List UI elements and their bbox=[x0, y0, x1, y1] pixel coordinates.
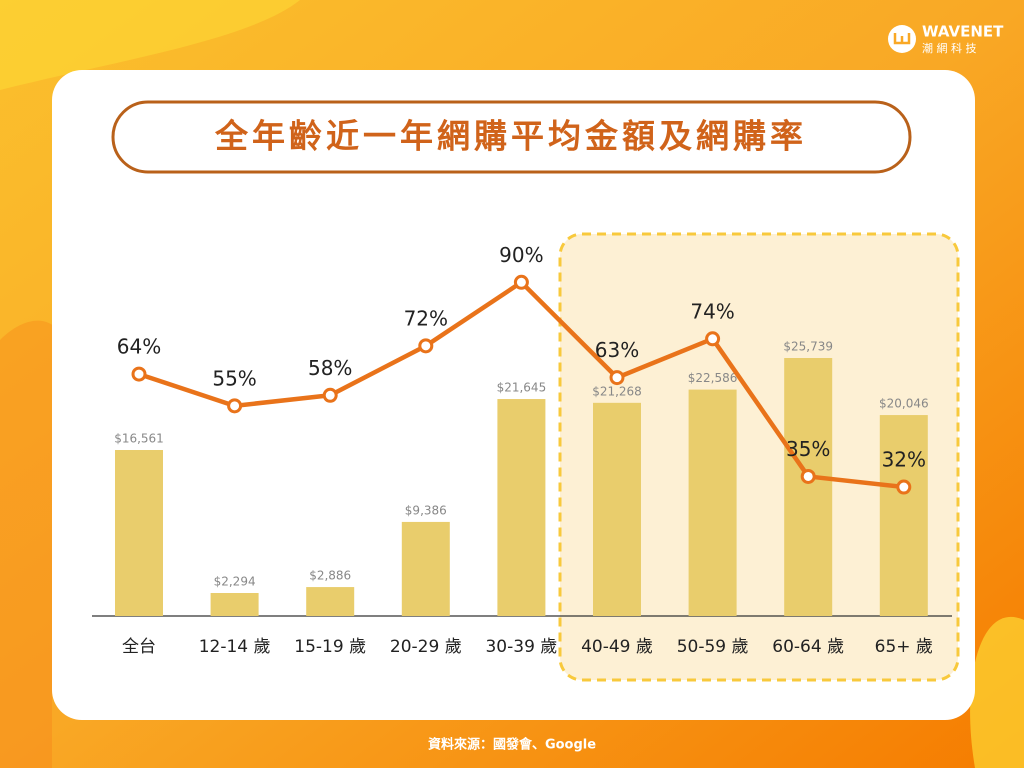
line-point bbox=[131, 366, 147, 382]
x-tick-label: 20-29 歲 bbox=[390, 637, 462, 657]
bar-value-label: $21,645 bbox=[497, 381, 547, 395]
x-tick-label: 15-19 歲 bbox=[294, 637, 366, 657]
logo: WAVENET 潮 網 科 技 bbox=[888, 23, 1004, 55]
x-tick-label: 65+ 歲 bbox=[875, 637, 933, 657]
line-value-label: 32% bbox=[882, 448, 926, 472]
bar bbox=[401, 521, 450, 616]
bar-value-label: $9,386 bbox=[405, 503, 447, 517]
line-point bbox=[227, 398, 243, 414]
source: 資料來源：國發會、Google bbox=[428, 737, 596, 753]
brand-subtitle: 潮 網 科 技 bbox=[922, 41, 977, 55]
line-point bbox=[800, 468, 816, 484]
x-tick-label: 40-49 歲 bbox=[581, 637, 653, 657]
bar-value-label: $25,739 bbox=[783, 340, 833, 354]
line-point bbox=[418, 338, 434, 354]
brand-name: WAVENET bbox=[922, 23, 1004, 41]
line-point bbox=[705, 331, 721, 347]
x-tick-label: 60-64 歲 bbox=[772, 637, 844, 657]
line-value-label: 90% bbox=[499, 243, 543, 267]
title-pill bbox=[111, 100, 912, 174]
bar-value-label: $21,268 bbox=[592, 384, 642, 398]
x-tick-label: 12-14 歲 bbox=[199, 637, 271, 657]
bar bbox=[688, 389, 737, 616]
line-value-label: 64% bbox=[117, 335, 161, 359]
bar bbox=[879, 415, 928, 616]
highlight-box bbox=[558, 232, 960, 682]
bar bbox=[497, 399, 546, 616]
line-value-label: 55% bbox=[212, 366, 256, 390]
chart-title: 全年齡近一年網購平均金額及網購率 bbox=[214, 117, 807, 156]
line-value-label: 58% bbox=[308, 356, 352, 380]
blob bbox=[970, 616, 1024, 768]
line-value-label: 63% bbox=[595, 338, 639, 362]
line-point bbox=[513, 274, 529, 290]
bar-value-label: $22,586 bbox=[688, 371, 738, 385]
blob bbox=[0, 0, 300, 90]
bar-value-label: $2,294 bbox=[214, 575, 256, 589]
bar-value-label: $16,561 bbox=[114, 431, 164, 445]
line-value-label: 74% bbox=[690, 299, 734, 323]
line-value-label: 72% bbox=[404, 306, 448, 330]
bar bbox=[115, 449, 163, 616]
bar-value-label: $20,046 bbox=[879, 397, 929, 411]
line-point bbox=[896, 479, 912, 495]
line-point bbox=[322, 387, 338, 403]
bar bbox=[593, 402, 641, 616]
line-point bbox=[609, 370, 625, 386]
bar bbox=[210, 593, 259, 616]
x-tick-label: 50-59 歲 bbox=[677, 637, 749, 657]
bar bbox=[306, 587, 355, 616]
blob bbox=[0, 320, 66, 768]
x-tick-label: 30-39 歲 bbox=[485, 637, 557, 657]
line-value-label: 35% bbox=[786, 437, 830, 461]
bar bbox=[784, 358, 833, 616]
x-tick-label: 全台 bbox=[122, 637, 156, 657]
bar-value-label: $2,886 bbox=[309, 569, 351, 583]
